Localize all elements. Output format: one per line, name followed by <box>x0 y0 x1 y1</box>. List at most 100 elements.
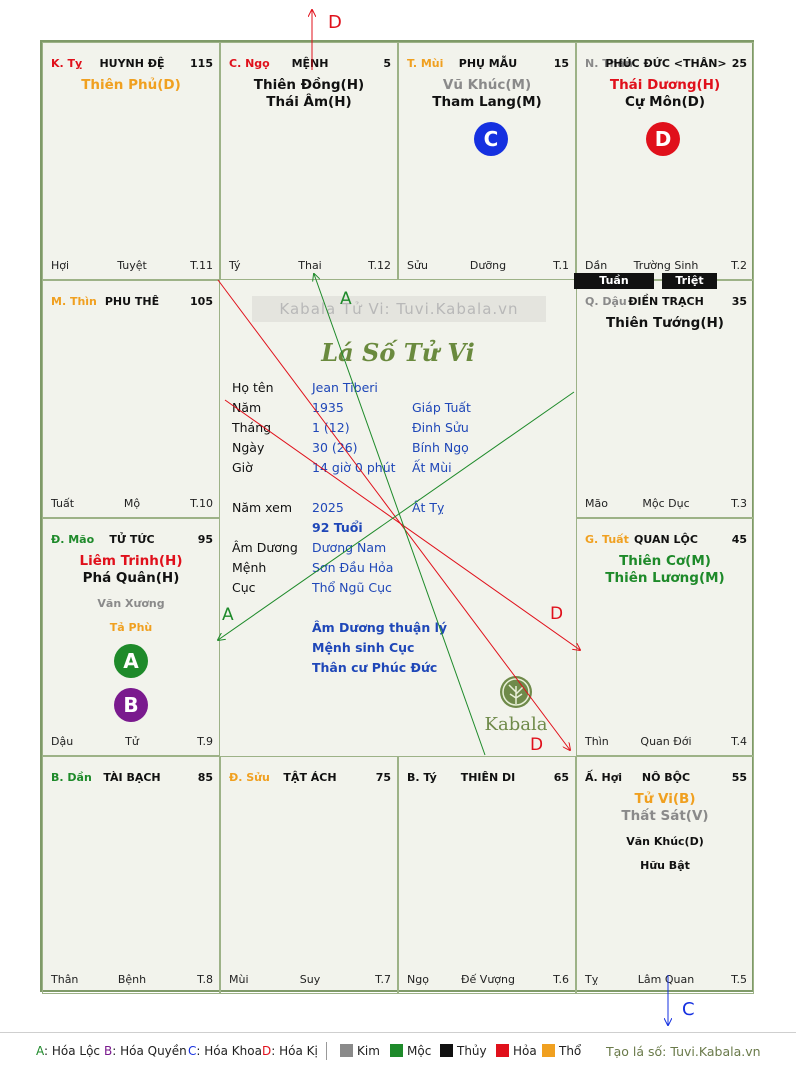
palace-name: TỬ TỨC <box>109 533 155 546</box>
legend-item: B: Hóa Quyền <box>104 1044 187 1058</box>
info-value: 1935 <box>312 400 344 415</box>
element-swatch: Hỏa <box>496 1044 537 1058</box>
star-list: Thái Dương(H) Cự Môn(D) <box>577 77 753 111</box>
palace-mui[interactable]: T. Mùi PHỤ MẪU 15 Vũ Khúc(M) Tham Lang(M) Sửu… <box>398 42 576 280</box>
palace-branch: Ấ. Hợi <box>585 771 623 784</box>
palace-name: PHÚC ĐỨC <THÂN> <box>605 57 727 70</box>
palace-number: 95 <box>197 533 213 546</box>
footer-branch: Tý <box>229 259 241 272</box>
triet-badge: Triệt <box>662 273 717 289</box>
palace-number: 35 <box>731 295 747 308</box>
palace-branch: K. Tỵ <box>51 57 83 70</box>
palace-footer: Thân Bệnh T.8 <box>51 973 213 987</box>
arrow-label-c: C <box>682 999 695 1020</box>
footer-stage: Đế Vượng <box>461 973 515 986</box>
palace-number: 85 <box>197 771 213 784</box>
info-key: Cục <box>232 580 256 595</box>
major-star: Tham Lang(M) <box>432 94 542 110</box>
info-value: 14 giờ 0 phút <box>312 460 396 475</box>
footer-stage: Tuyệt <box>117 259 147 272</box>
footer-branch: Thìn <box>585 735 609 748</box>
hoa-circle-c: C <box>474 122 508 156</box>
minor-star: Hữu Bật <box>640 859 690 872</box>
footer-stage: Quan Đới <box>640 735 692 748</box>
palace-footer: Tuất Mộ T.10 <box>51 497 213 511</box>
info-value-2: Ất Mùi <box>412 460 452 475</box>
info-value-2: Ất Tỵ <box>412 500 445 515</box>
footer-stage: Suy <box>299 973 321 986</box>
footer-month: T.4 <box>731 735 747 748</box>
logo-text: Kabala <box>485 714 548 735</box>
star-list: Thiên Tướng(H) <box>577 315 753 332</box>
palace-branch: Đ. Sửu <box>229 771 270 784</box>
palace-ty[interactable]: K. Tỵ HUYNH ĐỆ 115 Thiên Phủ(D) Hợi Tuyệt T.11 <box>42 42 220 280</box>
palace-ngo[interactable]: C. Ngọ MỆNH 5 Thiên Đồng(H) Thái Âm(H) Tý Thai… <box>220 42 398 280</box>
major-star: Liêm Trinh(H) <box>79 553 183 569</box>
footer-branch: Dần <box>585 259 608 272</box>
element-swatch: Thổ <box>542 1044 581 1058</box>
major-star: Tử Vi(B) <box>634 791 696 807</box>
star-list: Vũ Khúc(M) Tham Lang(M) <box>399 77 575 111</box>
footer-month: T.7 <box>375 973 391 986</box>
arrow-d-1 <box>217 279 570 750</box>
footer-month: T.12 <box>368 259 391 272</box>
arrow-label-a-1: A <box>340 289 352 309</box>
palace-name: QUAN LỘC <box>634 533 698 546</box>
hoa-circle-b: B <box>114 688 148 722</box>
palace-header: K. Tỵ HUYNH ĐỆ 115 <box>51 57 213 71</box>
legend-divider <box>326 1042 327 1060</box>
major-star: Phá Quân(H) <box>82 570 180 586</box>
footer-month: T.10 <box>190 497 213 510</box>
site-link[interactable]: Tạo lá số: Tuvi.Kabala.vn <box>606 1044 761 1059</box>
footer-branch: Mão <box>585 497 608 510</box>
tuan-badge: Tuần <box>574 273 654 289</box>
palace-ty2[interactable]: B. Tý THIÊN DI 65 Ngọ Đế Vượng T.6 <box>398 756 576 994</box>
palace-branch: Q. Dậu <box>585 295 627 308</box>
hoa-circle-d: D <box>646 122 680 156</box>
star-list: Thiên Đồng(H) Thái Âm(H) <box>221 77 397 111</box>
palace-hoi[interactable]: Ấ. Hợi NÔ BỘC 55 Tử Vi(B) Thất Sát(V) Văn Khú… <box>576 756 754 994</box>
palace-thin[interactable]: M. Thìn PHU THÊ 105 Tuất Mộ T.10 <box>42 280 220 518</box>
palace-header: M. Thìn PHU THÊ 105 <box>51 295 213 309</box>
palace-branch: G. Tuất <box>585 533 629 546</box>
footer-month: T.3 <box>731 497 747 510</box>
info-value: 2025 <box>312 500 344 515</box>
palace-name: TÀI BẠCH <box>103 771 161 784</box>
palace-header: T. Mùi PHỤ MẪU 15 <box>407 57 569 71</box>
info-value: Jean Tiberi <box>312 380 378 395</box>
palace-than[interactable]: N. Thân PHÚC ĐỨC <THÂN> 25 Thái Dương(H) Cự … <box>576 42 754 280</box>
element-swatch: Thủy <box>440 1044 487 1058</box>
palace-number: 5 <box>383 57 391 70</box>
element-swatch: Kim <box>340 1044 380 1058</box>
palace-suu[interactable]: Đ. Sửu TẬT ÁCH 75 Mùi Suy T.7 <box>220 756 398 994</box>
palace-header: Q. Dậu ĐIỀN TRẠCH 35 <box>585 295 747 309</box>
kabala-logo: Kabala <box>476 672 556 736</box>
info-value-2: Giáp Tuất <box>412 400 471 415</box>
footer-stage: Lâm Quan <box>637 973 695 986</box>
palace-name: TẬT ÁCH <box>283 771 337 784</box>
footer-stage: Tử <box>125 735 139 748</box>
star-list: Tử Vi(B) Thất Sát(V) Văn Khúc(D) Hữu Bật <box>577 791 753 873</box>
palace-footer: Mão Mộc Dục T.3 <box>585 497 747 511</box>
major-star: Thiên Phủ(D) <box>81 77 181 93</box>
legend-item: C: Hóa Khoa <box>188 1044 262 1058</box>
footer-stage: Bệnh <box>117 973 147 986</box>
major-star: Thái Âm(H) <box>266 94 352 110</box>
palace-footer: Ngọ Đế Vượng T.6 <box>407 973 569 987</box>
footer-month: T.2 <box>731 259 747 272</box>
footer-month: T.1 <box>553 259 569 272</box>
arrow-label-d-top: D <box>328 12 342 33</box>
palace-name: PHỤ MẪU <box>458 57 518 70</box>
palace-number: 115 <box>190 57 213 70</box>
footer-stage: Mộ <box>123 497 141 510</box>
footer-branch: Mùi <box>229 973 249 986</box>
info-key: Giờ <box>232 460 253 475</box>
palace-tuat[interactable]: G. Tuất QUAN LỘC 45 Thiên Cơ(M) Thiên Lương(… <box>576 518 754 756</box>
major-star: Thiên Lương(M) <box>605 570 725 586</box>
info-key: Mệnh <box>232 560 267 575</box>
palace-dan[interactable]: B. Dần TÀI BẠCH 85 Thân Bệnh T.8 <box>42 756 220 994</box>
center-info: Kabala Tử Vi: Tuvi.Kabala.vn Lá Số Tử Vi… <box>220 280 576 756</box>
legend-item: A: Hóa Lộc <box>36 1044 101 1058</box>
major-star: Thái Dương(H) <box>609 77 721 93</box>
footer-month: T.8 <box>197 973 213 986</box>
